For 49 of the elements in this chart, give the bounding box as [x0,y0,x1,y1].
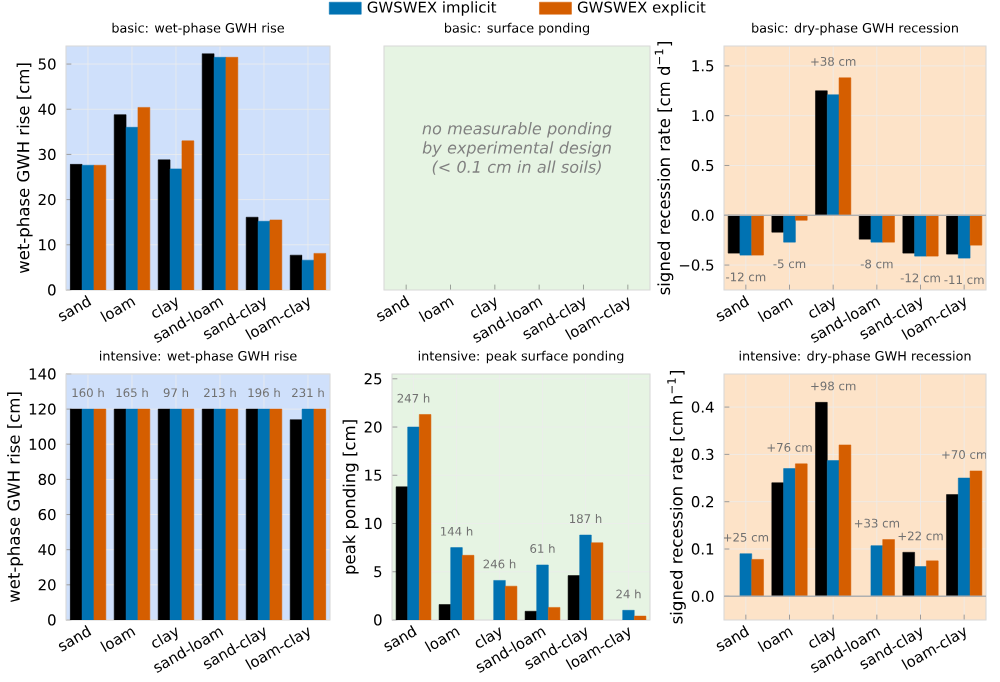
bar [815,90,828,216]
bar [505,585,518,620]
bar [914,566,927,597]
y-axis-title: wet-phase GWH rise [cm] [7,392,24,603]
bar [548,607,561,620]
bar [783,468,796,597]
bar [169,168,183,290]
bar [783,215,796,243]
bar [257,221,271,290]
bar [301,259,315,290]
bar [870,215,883,243]
bar [591,542,604,620]
bar [419,414,432,620]
bar [902,552,915,597]
bar [213,56,227,290]
bar [958,215,971,259]
bar [739,553,752,597]
bar [771,215,784,233]
bar [870,545,883,597]
y-axis-title: wet-phase GWH rise [cm] [16,63,33,274]
bar [739,215,752,256]
bar [795,463,808,597]
bar [751,215,764,256]
bar [838,444,852,597]
bar [815,402,828,597]
y-axis-title: signed recession rate [cm d$^{−1}$] [654,42,674,295]
bar [946,494,959,597]
bar [567,575,580,620]
bar [438,604,451,620]
bar [524,611,537,620]
bar [882,539,895,597]
bar [969,470,983,597]
y-axis-title: signed recession rate [cm h$^{−1}$] [667,371,686,624]
bar [914,215,927,257]
text: no measurable ponding by experimental design (< 0.1 cm in all soils) [422,122,612,175]
bar [395,486,408,620]
bar [125,127,139,290]
bar [926,215,939,257]
y-axis-title: peak ponding [cm] [342,420,359,574]
bar [771,482,784,597]
bar [969,215,983,246]
bar [926,560,939,597]
bar [838,77,852,216]
bar [946,215,959,255]
bar [882,215,895,243]
bar [751,559,764,597]
bar [462,555,475,620]
bar [81,164,95,290]
bar [902,215,915,254]
